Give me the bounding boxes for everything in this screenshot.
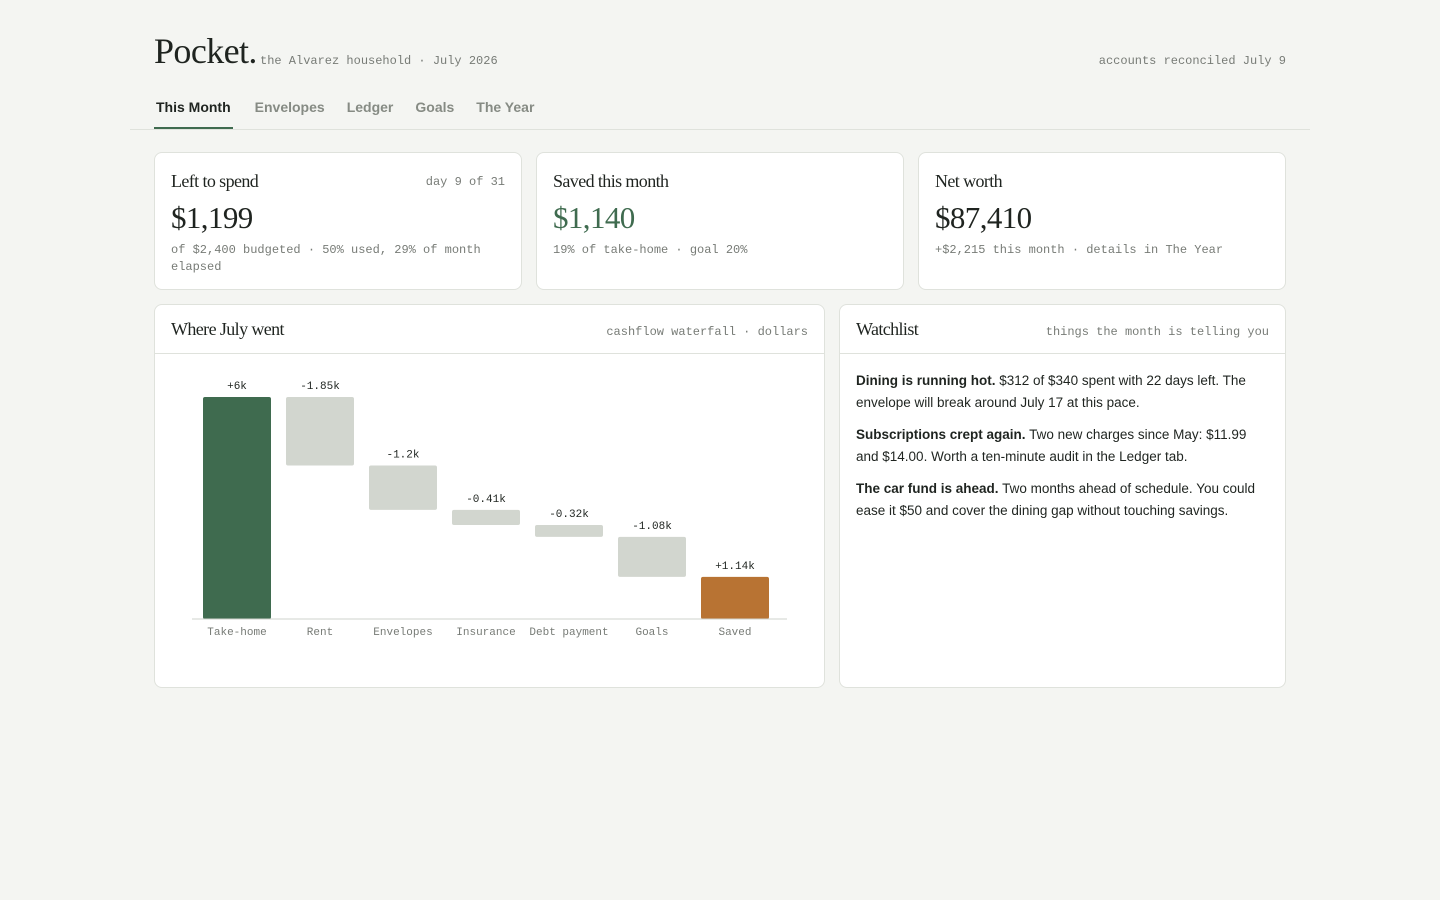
chart: +6k Take-home -1.85k Rent -1.2k Envelopes -0.4… [192, 381, 787, 639]
card-title: Left to spend [171, 171, 259, 191]
watch-item: Dining is running hot. $312 of $340 spen… [856, 370, 1269, 414]
watchlist-subtitle: things the month is telling you [1045, 325, 1269, 339]
card: Saved this month $1,140 19% of take-home… [536, 152, 904, 290]
item-lead: Dining is running hot. [856, 373, 996, 388]
x-tick-label: Insurance [456, 627, 515, 639]
bar [618, 536, 686, 577]
item-lead: Subscriptions crept again. [856, 427, 1026, 442]
watchlist-title: Watchlist [856, 319, 919, 339]
item-text: Two new charges since May: $11.99 and $1… [856, 427, 1247, 464]
tab[interactable]: Goals [415, 99, 455, 115]
watch-item: The car fund is ahead. Two months ahead … [856, 478, 1269, 522]
watchlist-items: Dining is running hot. $312 of $340 spen… [840, 354, 1285, 548]
tab[interactable]: The Year [476, 99, 535, 115]
header: Pocket. the Alvarez household · July 202… [154, 30, 1286, 80]
tab[interactable]: This Month [154, 94, 233, 129]
chart-title: Where July went [171, 319, 285, 339]
value-label: -0.41k [466, 494, 506, 506]
watch-item: Subscriptions crept again. Two new charg… [856, 424, 1269, 468]
x-tick-label: Debt payment [529, 627, 608, 639]
card-title: Net worth [935, 171, 1003, 191]
value-label: +1.14k [715, 561, 755, 573]
tab[interactable]: Envelopes [254, 99, 325, 115]
brand: Pocket. [154, 31, 257, 71]
value-label: -1.08k [632, 521, 672, 533]
bar [203, 397, 271, 619]
card-value: $1,199 [171, 200, 253, 235]
chart-subtitle: cashflow waterfall · dollars [606, 325, 808, 339]
watchlist: Watchlist things the month is telling yo… [839, 304, 1286, 688]
card-value: $1,140 [553, 200, 635, 235]
item-text: $312 of $340 spent with 22 days left. Th… [856, 373, 1246, 410]
card-title: Saved this month [553, 171, 669, 191]
card: Net worth $87,410 +$2,215 this month · d… [918, 152, 1286, 290]
bar [701, 576, 769, 619]
card-value: $87,410 [935, 200, 1032, 235]
card-note: day 9 of 31 [425, 175, 505, 189]
bar [369, 465, 437, 510]
item-lead: The car fund is ahead. [856, 481, 999, 496]
card: Left to spend day 9 of 31 $1,199 of $2,4… [154, 152, 522, 290]
panel-header: Where July went cashflow waterfall · dol… [155, 305, 824, 354]
x-tick-label: Rent [307, 627, 333, 639]
chart-panel: Where July went cashflow waterfall · dol… [154, 304, 825, 688]
value-label: -1.85k [300, 381, 340, 393]
value-label: -1.2k [386, 449, 419, 461]
x-tick-label: Take-home [207, 627, 266, 639]
card-detail: of $2,400 budgeted · 50% used, 29% of mo… [171, 243, 481, 274]
card-detail: 19% of take-home · goal 20% [553, 243, 748, 257]
tabs: This Month Envelopes Ledger Goals The Year [130, 94, 1310, 130]
bar [286, 397, 354, 466]
bar [452, 509, 520, 526]
subtitle: the Alvarez household · July 2026 [260, 54, 498, 68]
card-detail: +$2,215 this month · details in The Year [935, 243, 1224, 257]
x-tick-label: Envelopes [373, 627, 432, 639]
tab[interactable]: Ledger [346, 99, 394, 115]
panel-header: Watchlist things the month is telling yo… [840, 305, 1285, 354]
item-text: Two months ahead of schedule. You could … [856, 481, 1255, 518]
status: accounts reconciled July 9 [1098, 54, 1286, 68]
x-tick-label: Goals [635, 627, 668, 639]
value-label: +6k [227, 381, 247, 393]
value-label: -0.32k [549, 509, 589, 521]
bar [535, 525, 603, 537]
x-tick-label: Saved [718, 627, 751, 639]
